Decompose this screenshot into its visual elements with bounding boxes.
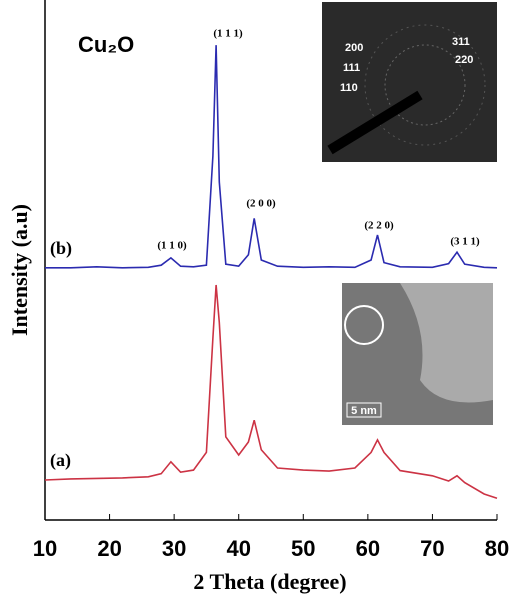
annotation: 220 xyxy=(455,54,473,66)
series-label: (a) xyxy=(50,450,71,471)
scale-bar-box xyxy=(346,402,382,418)
series-line xyxy=(45,45,498,269)
x-tick-label: 20 xyxy=(97,536,121,561)
annotation: (2 2 0) xyxy=(364,220,394,232)
x-tick-label: 10 xyxy=(33,536,57,561)
annotation: 311 xyxy=(452,36,470,48)
x-tick-label: 40 xyxy=(226,536,250,561)
annotation: (3 1 1) xyxy=(450,236,480,248)
x-tick-label: 30 xyxy=(162,536,186,561)
x-axis-label: 2 Theta (degree) xyxy=(193,569,346,594)
x-tick-label: 70 xyxy=(420,536,444,561)
diffraction-ring xyxy=(364,24,486,146)
x-tick-label: 50 xyxy=(291,536,315,561)
annotation: 110 xyxy=(340,82,358,94)
diffraction-ring xyxy=(384,44,466,126)
annotation: Cu₂O xyxy=(78,32,134,57)
tem-circle xyxy=(344,305,384,345)
annotation: 111 xyxy=(343,62,360,74)
annotation: 200 xyxy=(345,42,363,54)
annotation: (1 1 0) xyxy=(157,240,187,252)
beam-stop xyxy=(327,90,423,155)
series-line xyxy=(44,284,498,499)
x-tick-label: 60 xyxy=(356,536,380,561)
annotation: (1 1 1) xyxy=(213,28,243,40)
annotation: 5 nm xyxy=(351,405,377,417)
y-axis-label: Intensity (a.u) xyxy=(7,204,32,336)
series-label: (b) xyxy=(50,238,72,259)
annotation: (2 0 0) xyxy=(246,198,276,210)
tem-region xyxy=(400,283,493,403)
x-tick-label: 80 xyxy=(485,536,509,561)
